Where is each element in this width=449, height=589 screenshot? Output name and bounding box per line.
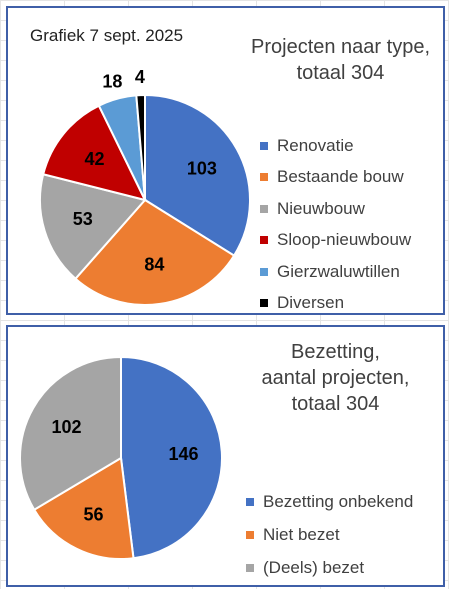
legend-label: Gierzwaluwtillen — [277, 261, 400, 281]
legend-swatch — [260, 267, 268, 276]
legend-item: Renovatie — [260, 130, 411, 162]
data-label: 102 — [52, 417, 82, 437]
legend-item: Nieuwbouw — [260, 193, 411, 225]
data-label: 53 — [73, 209, 93, 229]
chart-title-project-types: Projecten naar type, totaal 304 — [233, 34, 448, 86]
legend-swatch — [260, 236, 268, 245]
chart-title-line: Projecten naar type, — [251, 36, 430, 58]
legend-swatch — [260, 299, 268, 308]
chart-title-line: totaal 304 — [296, 62, 385, 84]
legend-swatch — [246, 530, 254, 539]
data-label: 146 — [168, 444, 198, 464]
pie-slice-niet-bezet — [32, 456, 135, 560]
legend-swatch — [260, 204, 268, 213]
chart-title-line: Bezetting, — [291, 341, 380, 363]
legend-swatch — [246, 497, 254, 506]
chart-panel-occupancy: Bezetting, aantal projecten, totaal 304 … — [6, 325, 445, 587]
data-label: 4 — [135, 67, 145, 87]
legend-item: Niet bezet — [246, 518, 413, 551]
legend-label: Nieuwbouw — [277, 198, 365, 218]
pie-slice-deels-bezet — [19, 355, 122, 512]
legend-swatch — [260, 173, 268, 182]
pie-chart-project-types: 103 84 53 42 18 4 — [39, 67, 251, 306]
legend-item: Bezetting onbekend — [246, 485, 413, 518]
legend-occupancy: Bezetting onbekend Niet bezet (Deels) beze… — [246, 485, 413, 584]
legend-label: Bestaande bouw — [277, 167, 404, 187]
legend-item: Diversen — [260, 288, 411, 320]
pie-slice-bestaande-bouw — [74, 198, 236, 306]
pie-slice-bezetting-onbekend — [120, 355, 223, 560]
pie-slice-diversen — [135, 93, 146, 201]
legend-swatch — [246, 563, 254, 572]
legend-label: (Deels) bezet — [263, 557, 365, 577]
legend-project-types: Renovatie Bestaande bouw Nieuwbouw Sloop-ni… — [260, 130, 411, 319]
data-label: 18 — [102, 71, 122, 91]
legend-item: (Deels) bezet — [246, 551, 413, 584]
legend-item: Gierzwaluwtillen — [260, 256, 411, 288]
legend-item: Sloop-nieuwbouw — [260, 225, 411, 257]
legend-label: Bezetting onbekend — [263, 491, 414, 511]
pie-chart-occupancy: 146 56 102 — [19, 355, 223, 560]
chart-title-occupancy: Bezetting, aantal projecten, totaal 304 — [223, 339, 448, 417]
chart-date-note: Grafiek 7 sept. 2025 — [30, 26, 184, 45]
data-label: 103 — [187, 158, 217, 178]
chart-panel-project-types: Grafiek 7 sept. 2025 Projecten naar type… — [6, 6, 445, 315]
chart-title-line: totaal 304 — [291, 393, 380, 415]
legend-label: Renovatie — [277, 135, 354, 155]
pie-slice-nieuwbouw — [39, 173, 147, 281]
data-label: 56 — [83, 504, 103, 524]
legend-label: Diversen — [277, 293, 345, 313]
data-label: 42 — [84, 149, 104, 169]
data-label: 84 — [144, 254, 164, 274]
chart-title-line: aantal projecten, — [261, 367, 410, 389]
legend-item: Bestaande bouw — [260, 162, 411, 194]
legend-label: Niet bezet — [263, 524, 340, 544]
legend-label: Sloop-nieuwbouw — [277, 230, 412, 250]
legend-swatch — [260, 141, 268, 150]
pie-slice-sloop-nieuwbouw — [41, 104, 147, 202]
